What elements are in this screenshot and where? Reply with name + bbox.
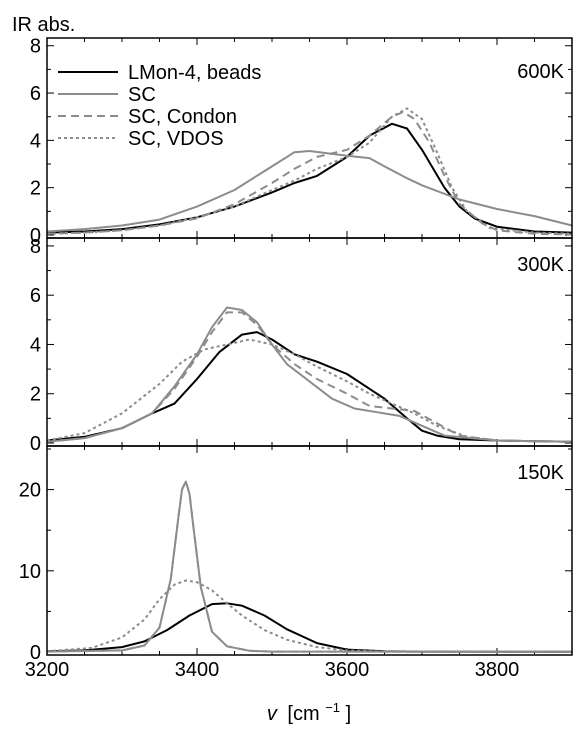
x-axis-unit-close: ] (346, 703, 352, 725)
series-line-1 (46, 122, 573, 234)
x-tick-label: 3400 (175, 659, 220, 681)
panel-label: 600K (517, 61, 564, 83)
x-axis-label: v [cm −1 ] (267, 695, 351, 725)
y-tick-label: 4 (30, 130, 41, 152)
legend-label-1: LMon-4, beads (128, 62, 261, 84)
y-tick-label: 0 (30, 433, 41, 455)
y-tick-label: 8 (30, 236, 41, 258)
panel-label: 150K (517, 462, 564, 484)
legend-label-2: SC (128, 84, 156, 106)
panel-150K: 0 10 20 150K (19, 445, 573, 664)
x-axis-variable: v (267, 703, 278, 725)
panel-frame (46, 237, 573, 447)
panel-frame (46, 445, 573, 656)
panel-300K: 0 2 4 6 8 300K (30, 236, 573, 455)
y-tick-label: 0 (30, 642, 41, 664)
y-tick-label: 10 (19, 561, 41, 583)
series-line-4 (46, 338, 573, 443)
legend-label-4: SC, VDOS (128, 128, 224, 150)
series-line-1 (46, 331, 573, 443)
series-line-3 (46, 311, 573, 443)
y-tick-label: 0 (30, 225, 41, 247)
series-line-1 (46, 602, 573, 653)
y-tick-label: 2 (30, 384, 41, 406)
y-tick-label: 2 (30, 178, 41, 200)
y-tick-label: 8 (30, 36, 41, 58)
legend-label-3: SC, Condon (128, 106, 237, 128)
x-axis-unit: [cm (287, 703, 319, 725)
panel-label: 300K (517, 254, 564, 276)
x-tick-label: 3800 (475, 659, 520, 681)
y-tick-label: 4 (30, 334, 41, 356)
x-tick-label: 3600 (325, 659, 370, 681)
series-line-2 (46, 150, 573, 233)
y-tick-label: 6 (30, 285, 41, 307)
x-tick-label: 3200 (25, 659, 70, 681)
series-line-4 (46, 107, 573, 235)
series-line-4 (46, 579, 573, 653)
series-line-3 (46, 480, 573, 653)
y-tick-label: 20 (19, 480, 41, 502)
panel-600K: 0 2 4 6 8 600K (30, 36, 573, 247)
y-axis-label: IR abs. (12, 14, 76, 36)
x-axis-unit-exponent: −1 (325, 700, 340, 715)
y-tick-label: 6 (30, 83, 41, 105)
series-line-2 (46, 480, 573, 653)
